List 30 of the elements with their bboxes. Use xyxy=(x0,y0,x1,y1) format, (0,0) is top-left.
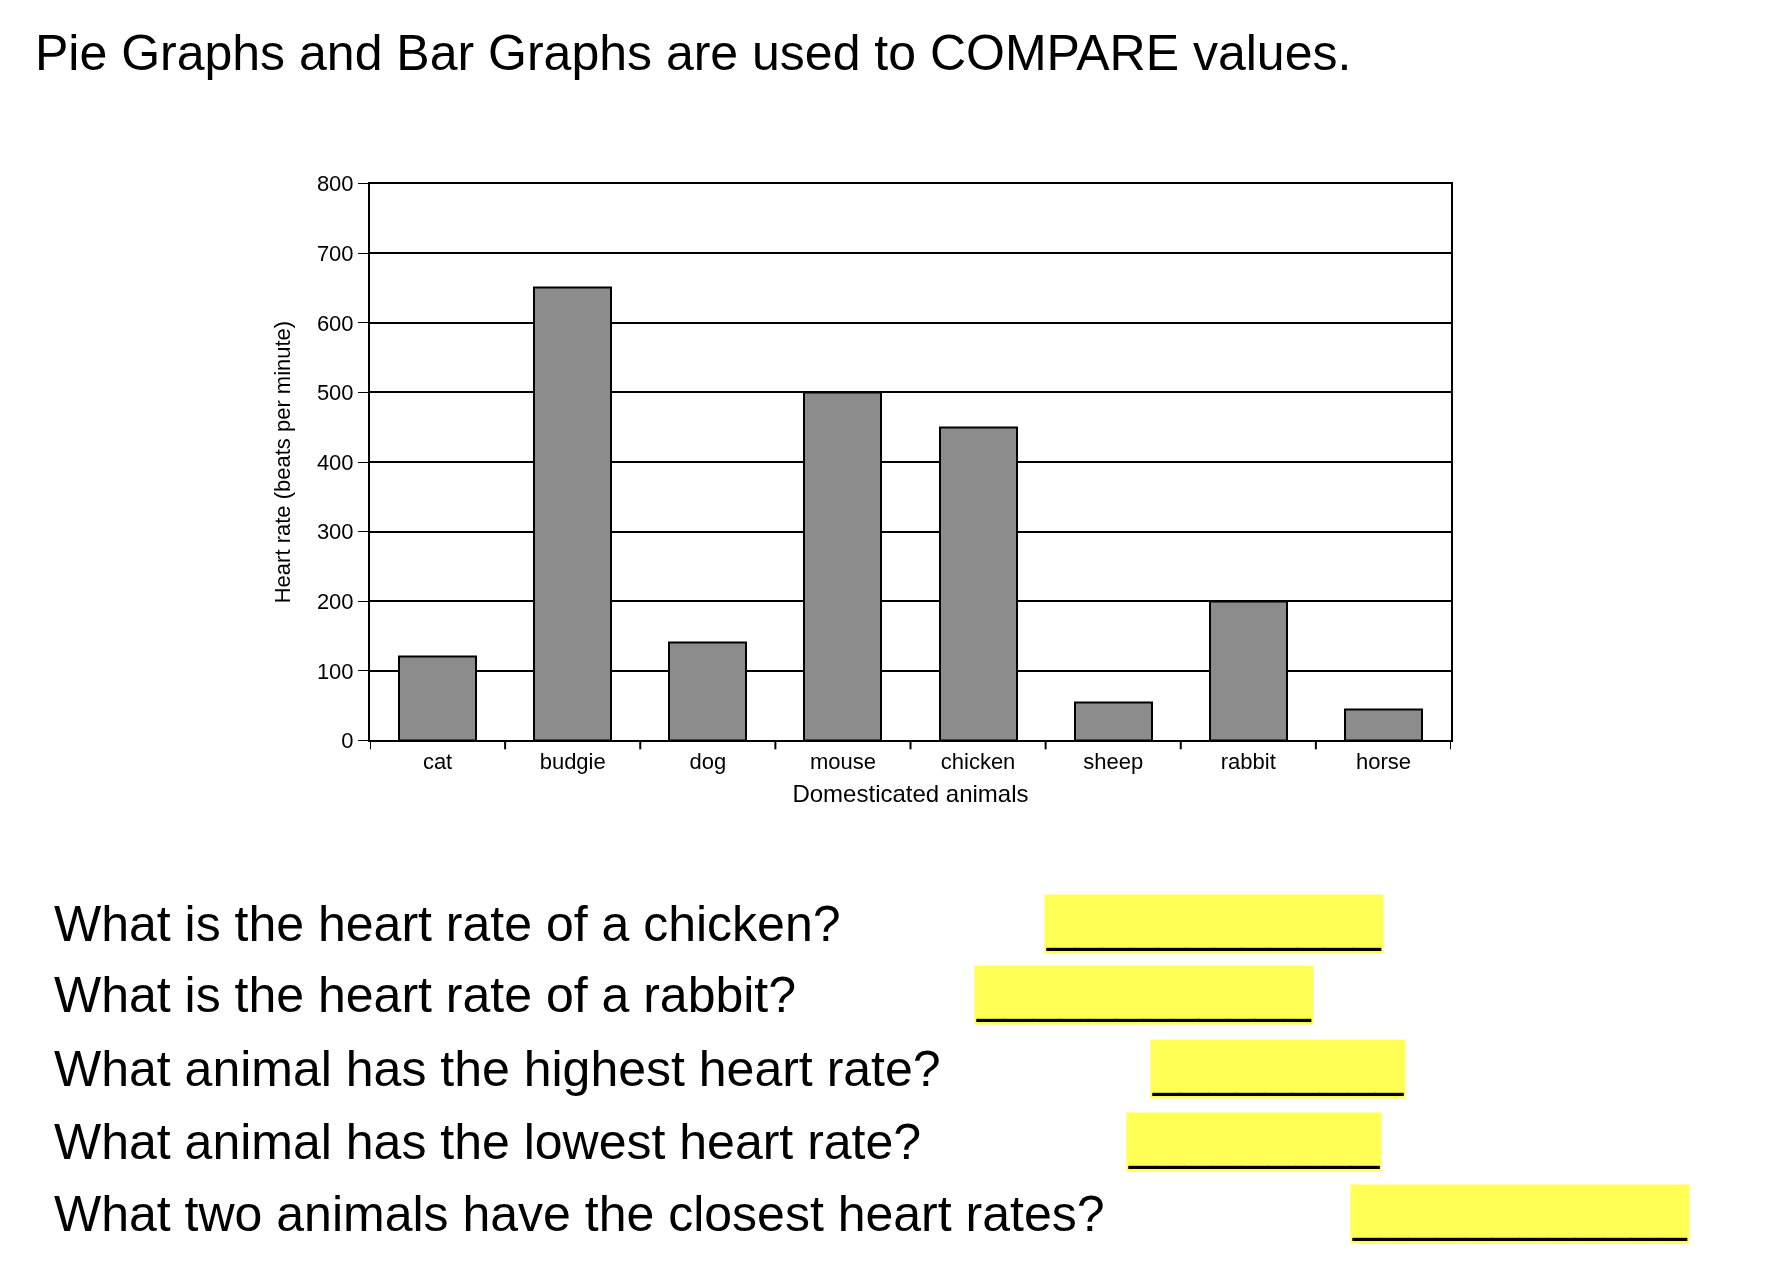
text: What is the heart rate of a rabbit? xyxy=(54,967,797,1023)
text: What is the heart rate of a chicken? xyxy=(54,896,841,952)
y-tick-label: 500 xyxy=(316,380,354,406)
y-tick-label: 800 xyxy=(316,171,354,197)
chart-title: Pie Graphs and Bar Graphs are used to COMPARE values. xyxy=(35,24,1352,81)
x-tick-label: dog xyxy=(689,748,727,774)
x-tick-label: sheep xyxy=(1083,748,1144,774)
text: _________ xyxy=(1128,1114,1381,1170)
x-tick-label: budgie xyxy=(539,748,606,774)
text: ____________ xyxy=(976,967,1312,1023)
y-tick-label: 600 xyxy=(316,310,354,336)
x-axis-title: Domesticated animals xyxy=(792,779,1029,807)
y-tick-label: 300 xyxy=(316,519,354,545)
x-tick-label: cat xyxy=(422,748,453,774)
x-tick-label: horse xyxy=(1355,748,1411,774)
text: ____________ xyxy=(1046,896,1382,952)
y-tick-label: 400 xyxy=(316,449,354,475)
x-tick-label: chicken xyxy=(940,748,1016,774)
y-tick-label: 200 xyxy=(316,588,354,614)
x-tick-label: mouse xyxy=(809,748,876,774)
text: What animal has the highest heart rate? xyxy=(54,1041,941,1097)
y-axis-title: Heart rate (beats per minute) xyxy=(270,320,296,604)
x-tick-label: rabbit xyxy=(1220,748,1276,774)
y-tick-label: 0 xyxy=(341,728,354,754)
y-tick-label: 700 xyxy=(316,240,354,266)
text: _________ xyxy=(1152,1041,1405,1097)
text: ____________ xyxy=(1352,1186,1688,1242)
text: What two animals have the closest heart rates? xyxy=(54,1186,1105,1242)
y-tick-label: 100 xyxy=(316,658,354,684)
text: What animal has the lowest heart rate? xyxy=(54,1114,922,1170)
